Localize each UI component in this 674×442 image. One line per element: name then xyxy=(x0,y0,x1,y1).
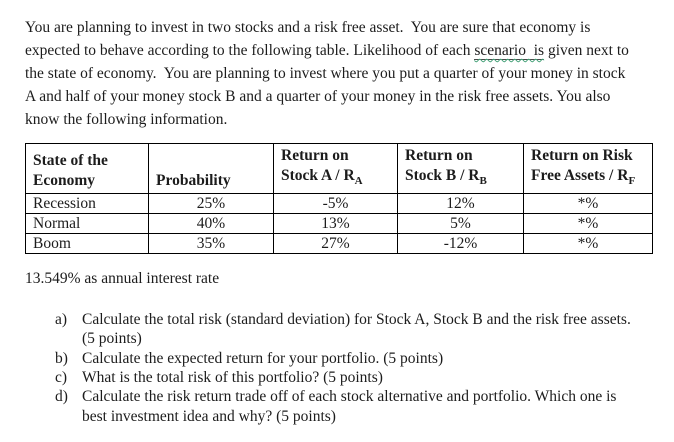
question-d: d) Calculate the risk return trade off o… xyxy=(55,387,674,426)
economy-returns-table: State of the Economy Probability Return o… xyxy=(25,142,653,255)
intro-line-2-after: given next to xyxy=(544,42,629,59)
header-state-of-economy: State of the Economy xyxy=(25,142,149,195)
question-a: a) Calculate the total risk (standard de… xyxy=(55,310,674,349)
question-b: b) Calculate the expected return for you… xyxy=(55,349,674,368)
question-b-text: Calculate the expected return for your p… xyxy=(82,349,674,368)
intro-line-3: the state of economy. You are planning t… xyxy=(25,65,626,82)
interest-rate-line: 13.549% as annual interest rate xyxy=(25,270,220,288)
cell-return-a: 27% xyxy=(273,233,398,255)
header-stock-a-subscript: A xyxy=(354,175,363,188)
header-risk-free-line1: Return on Risk xyxy=(531,147,633,164)
intro-line-2: expected to behave according to the foll… xyxy=(25,39,657,62)
question-d-label: d) xyxy=(55,388,68,406)
question-a-line1: Calculate the total risk (standard devia… xyxy=(82,311,631,329)
question-d-line1: Calculate the risk return trade off of e… xyxy=(82,388,617,406)
header-probability-label: Probability xyxy=(156,172,231,190)
cell-state: Normal xyxy=(25,213,149,235)
cell-probability: 40% xyxy=(148,213,274,235)
header-probability: Probability xyxy=(148,142,274,195)
header-state-line1: State of the xyxy=(33,152,108,170)
header-stock-b-line1: Return on xyxy=(405,147,473,164)
question-c-text: What is the total risk of this portfolio… xyxy=(82,368,674,387)
cell-return-risk-free: *% xyxy=(523,193,653,215)
intro-line-4: A and half of your money stock B and a q… xyxy=(25,88,611,105)
header-risk-free-subscript: F xyxy=(628,175,636,188)
cell-probability: 25% xyxy=(148,193,274,215)
cell-state: Boom xyxy=(25,233,149,255)
table-row-recession: Recession 25% -5% 12% *% xyxy=(25,193,653,215)
question-b-label: b) xyxy=(55,349,68,367)
header-stock-a-line2: Stock A / R xyxy=(281,167,355,184)
cell-state: Recession xyxy=(25,193,149,215)
intro-paragraph: You are planning to invest in two stocks… xyxy=(25,16,657,131)
header-return-stock-a: Return on Stock A / RA xyxy=(273,142,398,195)
header-stock-b-subscript: B xyxy=(479,175,487,188)
header-risk-free-line2: Free Assets / R xyxy=(531,167,629,184)
header-return-stock-b: Return on Stock B / RB xyxy=(397,142,524,195)
cell-return-b: 12% xyxy=(397,193,524,215)
table-row-normal: Normal 40% 13% 5% *% xyxy=(25,213,653,235)
table-header-row: State of the Economy Probability Return o… xyxy=(25,142,653,195)
question-b-line1: Calculate the expected return for your p… xyxy=(82,349,444,367)
question-d-text: Calculate the risk return trade off of e… xyxy=(82,387,674,426)
question-a-line2: (5 points) xyxy=(82,330,142,348)
document-page: You are planning to invest in two stocks… xyxy=(0,16,674,442)
question-c-label: c) xyxy=(55,368,68,386)
intro-line-2-before: expected to behave according to the foll… xyxy=(25,42,475,59)
header-state-line2: Economy xyxy=(33,172,95,190)
intro-line-1: You are planning to invest in two stocks… xyxy=(25,19,591,36)
question-d-line2: best investment idea and why? (5 points) xyxy=(82,407,336,425)
header-stock-b-line2: Stock B / R xyxy=(405,167,480,184)
header-stock-a-line1: Return on xyxy=(281,147,349,164)
cell-return-b: -12% xyxy=(397,233,524,255)
cell-probability: 35% xyxy=(148,233,274,255)
header-return-risk-free: Return on Risk Free Assets / RF xyxy=(523,142,653,195)
cell-return-b: 5% xyxy=(397,213,524,235)
question-a-text: Calculate the total risk (standard devia… xyxy=(82,310,674,349)
intro-line-5: know the following information. xyxy=(25,111,228,128)
question-a-label: a) xyxy=(55,311,68,329)
question-c-line1: What is the total risk of this portfolio… xyxy=(82,368,383,386)
cell-return-risk-free: *% xyxy=(523,233,653,255)
question-c: c) What is the total risk of this portfo… xyxy=(55,368,674,387)
cell-return-a: 13% xyxy=(273,213,398,235)
cell-return-risk-free: *% xyxy=(523,213,653,235)
grammar-flagged-text: scenario is xyxy=(474,42,545,60)
questions-list: a) Calculate the total risk (standard de… xyxy=(55,310,674,426)
cell-return-a: -5% xyxy=(273,193,398,215)
table-row-boom: Boom 35% 27% -12% *% xyxy=(25,233,653,255)
